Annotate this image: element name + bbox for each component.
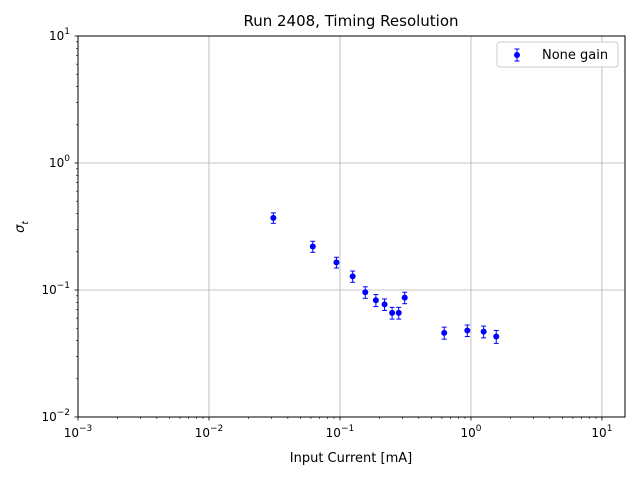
data-point — [309, 243, 316, 250]
x-tick-labels: 10−3 10−2 10−1 100 101 — [64, 424, 613, 440]
data-point — [270, 214, 277, 221]
series-none-gain — [270, 212, 500, 344]
legend-box — [496, 41, 619, 68]
x-tick-label: 10−2 — [195, 424, 224, 440]
y-tick-label: 101 — [49, 27, 70, 43]
data-point — [395, 309, 402, 316]
svg-text:σt: σt — [13, 221, 31, 233]
x-axis-label: Input Current [mA] — [290, 451, 412, 466]
y-tick-label: 100 — [49, 154, 70, 170]
grid — [78, 36, 625, 417]
y-axis-label-symbol: σ — [13, 224, 28, 233]
x-tick-label: 101 — [591, 424, 612, 440]
x-tick-label: 10−1 — [326, 424, 355, 440]
plot-area — [78, 36, 625, 417]
data-point — [464, 327, 471, 334]
y-tick-labels: 10−2 10−1 100 101 — [41, 27, 70, 424]
legend: None gain — [496, 41, 619, 68]
y-tick-label: 10−2 — [41, 408, 70, 424]
y-tick-label: 10−1 — [41, 281, 70, 297]
y-axis-label-subscript: t — [21, 221, 31, 225]
x-tick-label: 100 — [460, 424, 481, 440]
data-point — [349, 273, 356, 280]
data-point — [441, 329, 448, 336]
data-point — [381, 301, 388, 308]
major-ticks — [74, 35, 603, 421]
data-series — [270, 212, 500, 344]
data-point — [389, 309, 396, 316]
data-point — [480, 328, 487, 335]
data-point — [333, 259, 340, 266]
data-point — [372, 297, 379, 304]
data-point — [493, 333, 500, 340]
y-axis-label: σt — [13, 221, 31, 233]
axes-frame — [77, 35, 626, 418]
data-point — [401, 294, 408, 301]
chart-title: Run 2408, Timing Resolution — [243, 12, 458, 30]
data-point — [362, 289, 369, 296]
legend-marker — [514, 52, 520, 58]
x-tick-label: 10−3 — [64, 424, 93, 440]
legend-label: None gain — [542, 48, 608, 63]
